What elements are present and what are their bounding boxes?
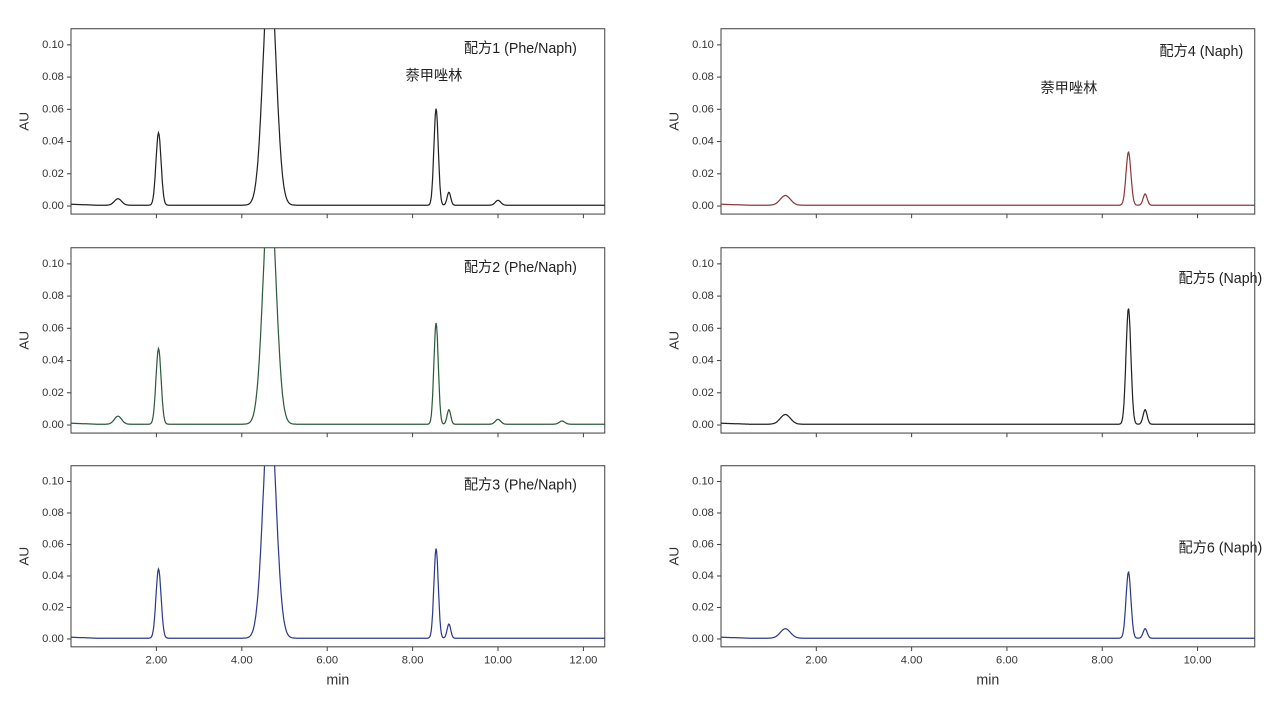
ytick-label: 0.10 [42,258,64,270]
ytick-label: 0.00 [692,633,714,645]
y-axis-label: AU [16,112,31,131]
ytick-label: 0.06 [42,322,64,334]
ytick-label: 0.02 [42,386,64,398]
ytick-label: 0.02 [692,168,714,180]
xtick-label: 10.00 [484,655,512,667]
panel-title: 配方4 (Naph) [1159,43,1243,60]
ytick-label: 0.02 [42,168,64,180]
ytick-label: 0.00 [42,419,64,431]
ytick-label: 0.04 [692,136,714,148]
ytick-label: 0.02 [42,602,64,614]
ytick-label: 0.06 [42,103,64,115]
y-axis-label: AU [16,547,31,566]
ytick-label: 0.02 [692,386,714,398]
xtick-label: 10.00 [1184,655,1212,667]
y-axis-label: AU [666,331,681,350]
ytick-label: 0.04 [42,136,64,148]
left-panel-2: 0.00 0.02 0.04 0.06 0.08 0.10 AU 配方2 (Phe/Naph) [10,229,620,448]
y-axis-label: AU [666,112,681,131]
ytick-label: 0.04 [692,570,714,582]
ytick-label: 0.06 [692,539,714,551]
xtick-label: 2.00 [146,655,168,667]
ytick-label: 0.04 [42,354,64,366]
xtick-label: 4.00 [231,655,253,667]
xtick-label: 6.00 [996,655,1018,667]
xtick-label: 4.00 [901,655,923,667]
panel-title: 配方5 (Naph) [1179,270,1263,287]
x-axis-label: min [976,672,999,688]
ytick-label: 0.08 [692,290,714,302]
ytick-label: 0.02 [692,602,714,614]
plot-area [721,466,1255,647]
panel-title: 配方1 (Phe/Naph) [464,40,577,57]
plot-area [721,247,1255,432]
x-axis-label: min [326,672,349,688]
panel-title: 配方3 (Phe/Naph) [464,476,577,493]
ytick-label: 0.10 [692,476,714,488]
xtick-label: 2.00 [805,655,827,667]
panel-title: 配方6 (Naph) [1179,539,1263,556]
ytick-label: 0.06 [692,103,714,115]
right-panel-3: 0.00 0.02 0.04 0.06 0.08 0.10 2.00 4.00 6.00 8.00… [660,447,1270,695]
peak-label: 萘甲唑林 [406,67,463,84]
right-column: 0.00 0.02 0.04 0.06 0.08 0.10 AU 配方4 (Naph) 萘甲唑林… [660,10,1270,695]
peak-label: 萘甲唑林 [1040,80,1097,97]
right-panel-2: 0.00 0.02 0.04 0.06 0.08 0.10 AU 配方5 (Naph) [660,229,1270,448]
xtick-label: 8.00 [402,655,424,667]
left-panel-3: 0.00 0.02 0.04 0.06 0.08 0.10 2.00 4.00 6.00 8.00… [10,447,620,695]
xtick-label: 6.00 [316,655,338,667]
ytick-label: 0.00 [42,633,64,645]
left-column: 0.00 0.02 0.04 0.06 0.08 0.10 AU 配方1 (Phe/Naph)… [10,10,620,695]
chromatogram-figure: 0.00 0.02 0.04 0.06 0.08 0.10 AU 配方1 (Phe/Naph)… [10,10,1270,695]
ytick-label: 0.06 [692,322,714,334]
y-axis-label: AU [16,331,31,350]
ytick-label: 0.08 [42,507,64,519]
xtick-label: 12.00 [569,655,597,667]
ytick-label: 0.08 [692,71,714,83]
ytick-label: 0.10 [692,258,714,270]
left-panel-1: 0.00 0.02 0.04 0.06 0.08 0.10 AU 配方1 (Phe/Naph)… [10,10,620,229]
ytick-label: 0.00 [692,200,714,212]
ytick-label: 0.00 [692,419,714,431]
ytick-label: 0.10 [692,39,714,51]
ytick-label: 0.08 [692,507,714,519]
ytick-label: 0.08 [42,71,64,83]
ytick-label: 0.04 [692,354,714,366]
right-panel-1: 0.00 0.02 0.04 0.06 0.08 0.10 AU 配方4 (Naph) 萘甲唑林 [660,10,1270,229]
y-axis-label: AU [666,547,681,566]
ytick-label: 0.06 [42,539,64,551]
ytick-label: 0.10 [42,39,64,51]
ytick-label: 0.04 [42,570,64,582]
xtick-label: 8.00 [1091,655,1113,667]
panel-title: 配方2 (Phe/Naph) [464,258,577,275]
ytick-label: 0.08 [42,290,64,302]
ytick-label: 0.00 [42,200,64,212]
ytick-label: 0.10 [42,476,64,488]
